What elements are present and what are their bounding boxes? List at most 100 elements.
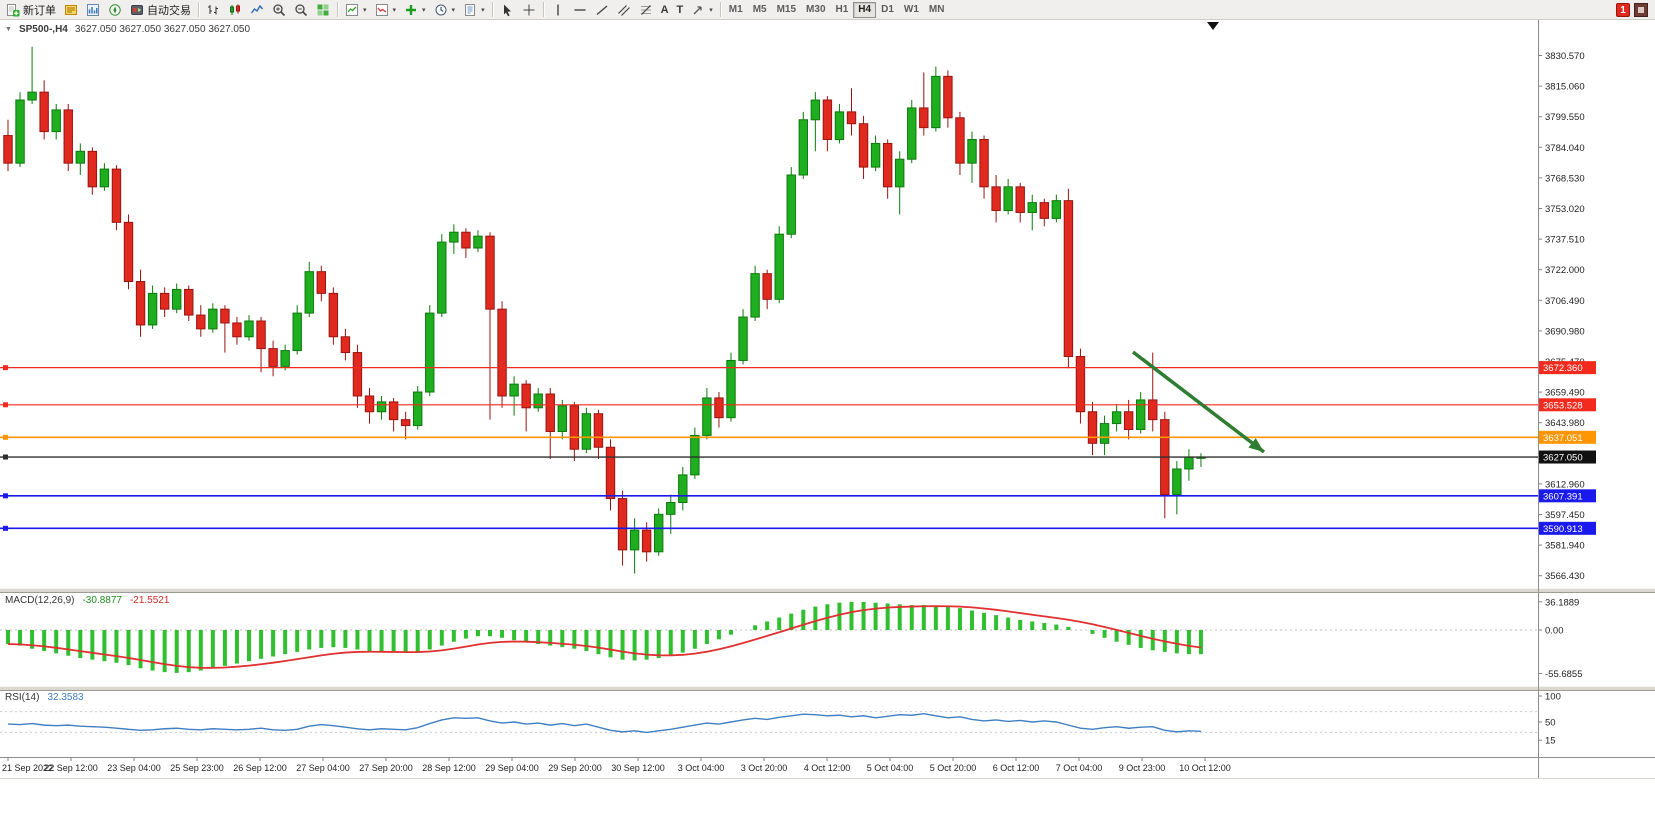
templates-button[interactable]: ▾ (459, 1, 489, 19)
svg-text:3753.020: 3753.020 (1545, 204, 1585, 215)
svg-text:29 Sep 20:00: 29 Sep 20:00 (548, 763, 602, 773)
clock-icon (434, 3, 448, 17)
zoom-in-button[interactable] (268, 1, 290, 19)
templates-icon (463, 3, 477, 17)
navigator-icon (108, 3, 122, 17)
bar-chart-button[interactable] (202, 1, 224, 19)
svg-text:3597.450: 3597.450 (1545, 510, 1585, 521)
timeframe-m15-button[interactable]: M15 (772, 2, 801, 18)
horizontal-line-button[interactable] (569, 1, 591, 19)
channel-icon (617, 3, 631, 17)
add-indicator-button[interactable]: ▾ (400, 1, 430, 19)
objects-list-button[interactable]: ▾ (371, 1, 401, 19)
rsi-header: RSI(14) 32.3583 (5, 692, 84, 703)
crosshair-button[interactable] (518, 1, 540, 19)
candlestick-chart-button[interactable] (224, 1, 246, 19)
svg-text:9 Oct 23:00: 9 Oct 23:00 (1119, 763, 1166, 773)
market-watch-icon (86, 3, 100, 17)
svg-text:3830.570: 3830.570 (1545, 51, 1585, 62)
trendline-icon (595, 3, 609, 17)
text-tool-button[interactable]: A (657, 1, 673, 19)
timeframe-d1-button[interactable]: D1 (876, 2, 899, 18)
timeframe-h4-button[interactable]: H4 (853, 1, 877, 18)
add-indicator-icon (404, 3, 418, 17)
svg-text:29 Sep 04:00: 29 Sep 04:00 (485, 763, 539, 773)
new-order-label: 新订单 (23, 4, 56, 17)
chevron-down-icon: ▾ (709, 6, 713, 14)
svg-text:3799.550: 3799.550 (1545, 112, 1585, 123)
cursor-button[interactable] (496, 1, 518, 19)
toolbar-separator (198, 2, 199, 17)
trendline-button[interactable] (591, 1, 613, 19)
macd-panel-splitter[interactable] (0, 588, 1655, 593)
svg-text:27 Sep 20:00: 27 Sep 20:00 (359, 763, 413, 773)
arrow-shape-icon (691, 3, 705, 17)
svg-text:22 Sep 12:00: 22 Sep 12:00 (44, 763, 98, 773)
indicators-icon (345, 3, 359, 17)
chart-ohlc: 3627.050 3627.050 3627.050 3627.050 (74, 24, 251, 35)
timeframe-mn-button[interactable]: MN (924, 2, 950, 18)
metaeditor-button[interactable] (60, 1, 82, 19)
chart-title: ▼ SP500-,H4 3627.050 3627.050 3627.050 3… (5, 24, 250, 35)
svg-text:5 Oct 04:00: 5 Oct 04:00 (867, 763, 914, 773)
svg-text:3690.980: 3690.980 (1545, 326, 1585, 337)
svg-text:26 Sep 12:00: 26 Sep 12:00 (233, 763, 287, 773)
market-watch-button[interactable] (82, 1, 104, 19)
community-icon[interactable] (1634, 2, 1648, 17)
new-order-icon (6, 3, 20, 17)
svg-text:3768.530: 3768.530 (1545, 173, 1585, 184)
timeframe-h1-button[interactable]: H1 (831, 2, 854, 18)
crosshair-icon (522, 3, 536, 17)
chevron-down-icon: ▾ (392, 6, 397, 14)
svg-text:3 Oct 20:00: 3 Oct 20:00 (741, 763, 788, 773)
svg-text:36.1889: 36.1889 (1545, 597, 1579, 608)
timeframe-m30-button[interactable]: M30 (801, 2, 830, 18)
chevron-down-icon: ▾ (363, 6, 367, 14)
text-tool-icon: A (660, 3, 669, 16)
svg-text:25 Sep 23:00: 25 Sep 23:00 (170, 763, 224, 773)
shapes-button[interactable]: ▾ (687, 1, 717, 19)
zoom-out-button[interactable] (290, 1, 312, 19)
zoom-in-icon (272, 3, 286, 17)
chart-symbol-period: SP500-,H4 (18, 24, 68, 35)
toolbar-separator (337, 2, 338, 17)
svg-text:3659.490: 3659.490 (1545, 388, 1585, 399)
chevron-down-icon: ▾ (451, 6, 456, 14)
toolbar-separator (491, 2, 493, 17)
new-order-button[interactable]: 新订单 (2, 1, 60, 19)
timeframe-m5-button[interactable]: M5 (748, 2, 772, 18)
svg-text:7 Oct 04:00: 7 Oct 04:00 (1056, 763, 1103, 773)
svg-text:3784.040: 3784.040 (1545, 143, 1585, 154)
svg-text:6 Oct 12:00: 6 Oct 12:00 (993, 763, 1040, 773)
macd-value: -30.8877 (82, 595, 122, 606)
svg-text:100: 100 (1545, 692, 1561, 703)
rsi-value: 32.3583 (47, 692, 84, 703)
text-label-button[interactable]: T (673, 1, 688, 19)
line-chart-button[interactable] (246, 1, 268, 19)
periods-button[interactable]: ▾ (430, 1, 460, 19)
timeframe-m1-button[interactable]: M1 (724, 2, 748, 18)
notification-badge[interactable]: 1 (1616, 2, 1630, 17)
macd-signal-value: -21.5521 (129, 595, 170, 606)
tile-windows-button[interactable] (312, 1, 334, 19)
svg-text:5 Oct 20:00: 5 Oct 20:00 (930, 763, 977, 773)
svg-text:30 Sep 12:00: 30 Sep 12:00 (611, 763, 665, 773)
svg-text:3566.430: 3566.430 (1545, 571, 1585, 582)
autotrading-button[interactable]: 自动交易 (126, 1, 195, 19)
navigator-button[interactable] (104, 1, 126, 19)
chevron-down-icon: ▾ (422, 6, 426, 14)
timeframe-w1-button[interactable]: W1 (899, 2, 924, 18)
channel-button[interactable] (613, 1, 635, 19)
candlestick-chart-icon (228, 3, 242, 17)
text-label-icon: T (676, 3, 684, 16)
main-toolbar: 新订单 自动交易 ▾ ▾ ▾ ▾ (0, 0, 1655, 20)
indicators-button[interactable]: ▾ (341, 1, 371, 19)
rsi-panel-splitter[interactable] (0, 686, 1655, 691)
fibonacci-button[interactable] (635, 1, 657, 19)
vertical-line-button[interactable] (547, 1, 569, 19)
one-click-trading-expander-icon[interactable]: ▼ (5, 26, 12, 33)
svg-text:3607.391: 3607.391 (1543, 491, 1583, 502)
svg-text:3637.051: 3637.051 (1543, 433, 1583, 444)
